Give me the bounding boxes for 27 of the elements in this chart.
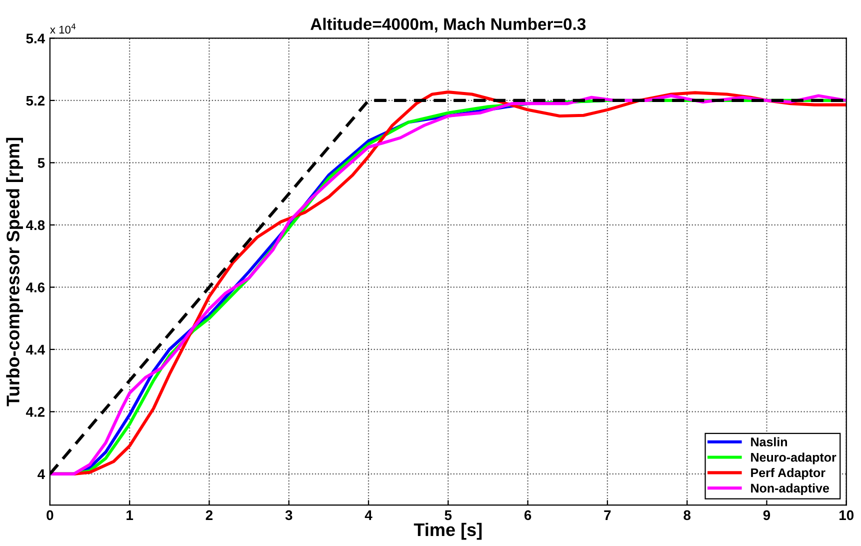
- x-tick-label: 10: [840, 510, 854, 520]
- x-tick-label: 6: [524, 510, 532, 520]
- x-tick-label: 4: [364, 510, 372, 520]
- x-axis-title: Time [s]: [414, 522, 482, 540]
- x-tick-label: 9: [763, 510, 770, 520]
- y-tick-label: 4.2: [26, 407, 45, 417]
- x-tick-label: 0: [46, 510, 54, 520]
- chart-title: Altitude=4000m, Mach Number=0.3: [310, 18, 586, 32]
- legend-label: Perf Adaptor: [751, 468, 826, 480]
- y-tick-label: 4.8: [26, 220, 45, 230]
- x-tick-label: 5: [444, 510, 452, 520]
- x-tick-label: 2: [206, 510, 213, 520]
- x-tick-label: 8: [684, 510, 691, 520]
- y-tick-label: 4.6: [26, 282, 45, 292]
- legend-label: Naslin: [751, 437, 787, 446]
- text: x 10$^{4}$: [50, 24, 76, 34]
- legend-label: Non-adaptive: [751, 483, 829, 496]
- legend-label: Neuro-adaptor: [751, 452, 836, 464]
- y-tick-label: 5.4: [26, 34, 46, 44]
- y-tick-label: 4: [38, 469, 46, 479]
- y-tick-label: 4.4: [26, 344, 46, 354]
- x-tick-label: 7: [604, 510, 611, 520]
- x-tick-label: 1: [126, 510, 134, 520]
- y-tick-label: 5: [38, 158, 45, 168]
- x-tick-label: 3: [285, 510, 292, 520]
- y-axis-title: Turbo-compressor Speed [rpm]: [6, 138, 23, 406]
- y-tick-label: 5.2: [26, 96, 45, 106]
